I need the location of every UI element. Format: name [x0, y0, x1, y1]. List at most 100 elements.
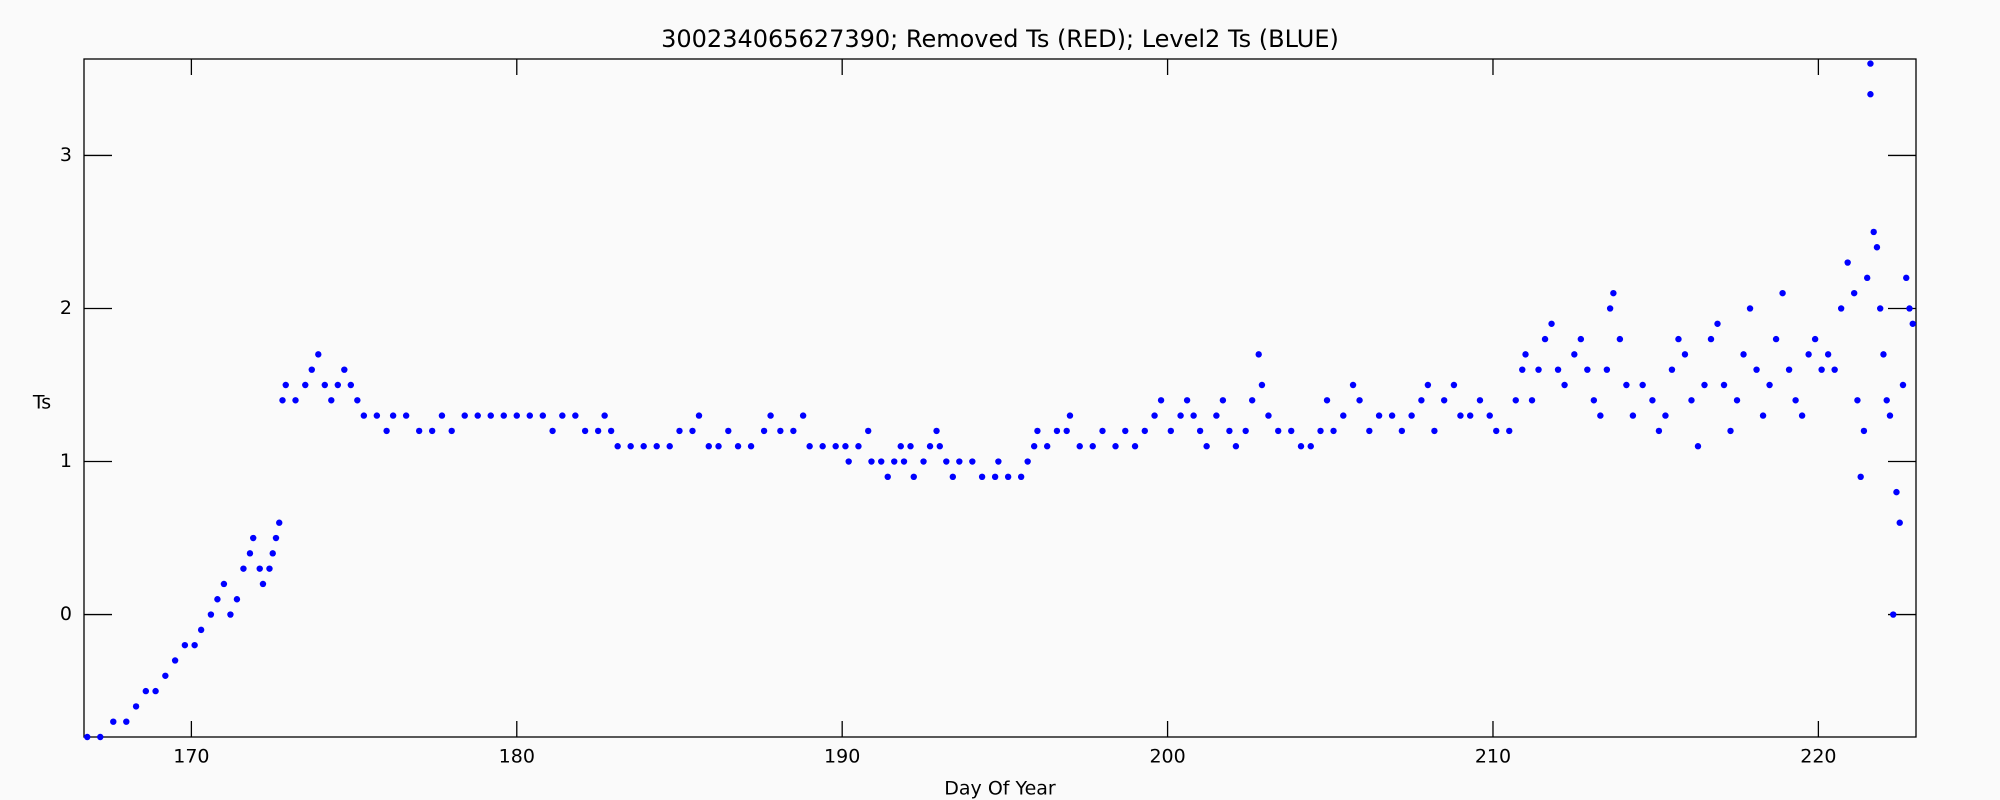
data-point: [1890, 611, 1897, 618]
data-point: [767, 412, 774, 419]
data-point: [1759, 412, 1767, 419]
data-point: [1877, 305, 1884, 312]
data-point: [747, 443, 755, 450]
data-point: [191, 641, 198, 649]
data-point: [1493, 427, 1500, 435]
data-point: [1099, 427, 1106, 435]
data-point: [1307, 443, 1314, 450]
data-point: [936, 443, 944, 450]
data-point: [1824, 351, 1832, 358]
data-point: [1151, 412, 1158, 419]
data-point: [1707, 335, 1715, 343]
data-point: [653, 443, 660, 450]
data-point: [1720, 381, 1728, 389]
data-point: [640, 443, 647, 450]
data-point: [806, 443, 813, 450]
data-point: [1375, 412, 1383, 419]
data-point: [1323, 397, 1331, 404]
data-point: [347, 381, 355, 389]
data-point: [1297, 443, 1305, 450]
data-point: [1837, 305, 1845, 312]
data-point: [207, 611, 215, 618]
data-point: [1467, 412, 1474, 419]
data-point: [279, 397, 286, 404]
data-point: [1450, 381, 1458, 389]
data-point: [1408, 412, 1415, 419]
data-point: [1167, 427, 1175, 435]
data-point: [884, 473, 891, 481]
data-point: [1886, 412, 1894, 419]
data-point: [1265, 412, 1272, 419]
data-point: [1681, 351, 1689, 358]
data-point: [1457, 412, 1464, 419]
data-point: [1863, 274, 1871, 282]
data-point: [1867, 91, 1874, 98]
data-point: [1366, 427, 1373, 435]
data-point: [1909, 320, 1916, 327]
data-point: [1785, 366, 1793, 373]
data-point: [181, 641, 189, 649]
data-point: [1519, 366, 1526, 373]
data-point: [1649, 397, 1656, 404]
data-point: [676, 427, 683, 435]
data-point: [1486, 412, 1493, 419]
data-point: [1668, 366, 1676, 373]
x-axis-label: Day Of Year: [944, 778, 1056, 800]
data-point: [250, 534, 257, 542]
data-point: [1779, 289, 1786, 297]
data-point: [1893, 488, 1900, 496]
data-point: [897, 443, 904, 450]
data-point: [1753, 366, 1760, 373]
data-point: [1639, 381, 1646, 389]
data-point: [1662, 412, 1669, 419]
data-point: [1772, 335, 1780, 343]
data-point: [1857, 473, 1864, 481]
data-point: [1701, 381, 1708, 389]
data-point: [1766, 381, 1773, 389]
data-point: [1675, 335, 1682, 343]
data-point: [601, 412, 608, 419]
data-point: [428, 427, 436, 435]
data-point: [1867, 60, 1874, 67]
data-point: [1694, 443, 1702, 450]
data-point: [715, 443, 722, 450]
data-point: [1476, 397, 1484, 404]
data-point: [1688, 397, 1695, 404]
data-point: [1043, 443, 1051, 450]
data-point: [891, 458, 898, 465]
data-point: [256, 565, 263, 572]
data-point: [360, 412, 368, 419]
data-point: [995, 458, 1002, 465]
data-point: [321, 381, 328, 389]
data-point: [760, 427, 768, 435]
data-point: [308, 366, 315, 373]
data-point: [1903, 274, 1910, 282]
data-point: [1076, 443, 1083, 450]
data-point: [878, 458, 885, 465]
data-point: [526, 412, 533, 419]
data-point: [1610, 289, 1617, 297]
data-point: [1561, 381, 1568, 389]
data-point: [594, 427, 602, 435]
data-point: [1850, 289, 1858, 297]
data-point: [1190, 412, 1197, 419]
data-point: [559, 412, 566, 419]
data-point: [956, 458, 963, 465]
data-point: [341, 366, 348, 373]
data-point: [389, 412, 397, 419]
data-point: [152, 687, 159, 695]
data-point: [1535, 366, 1542, 373]
data-point: [1733, 397, 1741, 404]
plot-frame: [83, 58, 1917, 738]
data-point: [949, 473, 957, 481]
data-point: [1746, 305, 1754, 312]
data-point: [943, 458, 950, 465]
data-point: [227, 611, 234, 618]
data-point: [1317, 427, 1324, 435]
data-point: [1906, 305, 1913, 312]
data-point: [1522, 351, 1529, 358]
data-point: [725, 427, 732, 435]
data-point: [572, 412, 579, 419]
data-point: [123, 718, 130, 725]
data-point: [1584, 366, 1591, 373]
